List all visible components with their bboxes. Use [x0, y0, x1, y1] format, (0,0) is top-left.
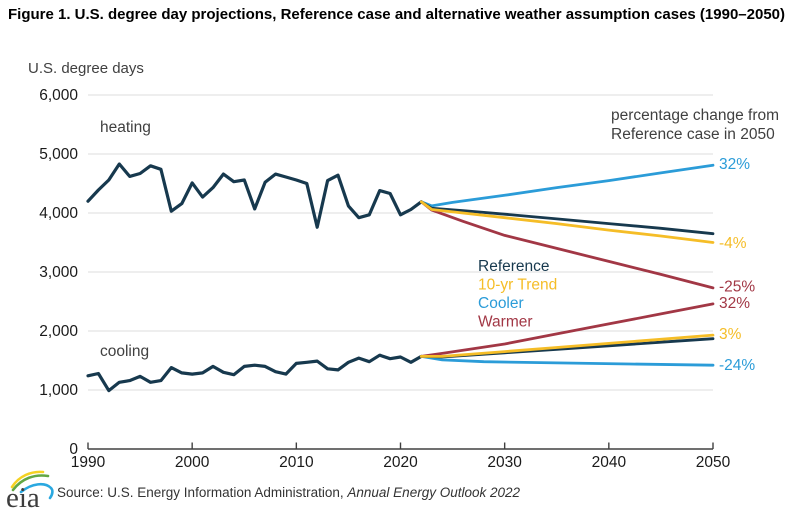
- heating-history-line: [86, 162, 423, 229]
- pct-change-note-line1: percentage change from: [611, 107, 779, 124]
- figure-title: Figure 1. U.S. degree day projections, R…: [8, 6, 786, 23]
- eia-logo: eia: [6, 470, 54, 514]
- pct-label-heating-10yr-trend: -4%: [719, 235, 747, 252]
- source-line: Source: U.S. Energy Information Administ…: [57, 485, 520, 500]
- y-axis-tick-label: 1,000: [39, 382, 78, 399]
- pct-label-cooling-10yr-trend: 3%: [719, 326, 742, 343]
- cooling-label: cooling: [100, 343, 149, 360]
- eia-logo-text: eia: [6, 482, 40, 514]
- y-axis-tick-label: 0: [69, 441, 78, 458]
- y-axis-tick-label: 6,000: [39, 87, 78, 104]
- y-axis-tick-label: 3,000: [39, 264, 78, 281]
- pct-label-heating-warmer: -25%: [719, 279, 755, 296]
- eia-logo-yellow-arc: [10, 470, 45, 489]
- pct-label-cooling-warmer: 32%: [719, 295, 750, 312]
- x-axis-tick-label: 2050: [696, 454, 731, 471]
- legend-item-warmer: Warmer: [478, 314, 533, 331]
- source-publication: Annual Energy Outlook 2022: [347, 485, 521, 500]
- cooling-10yr-trend-line: [419, 333, 715, 358]
- y-axis-tick-label: 4,000: [39, 205, 78, 222]
- x-axis-tick-label: 2040: [592, 454, 627, 471]
- legend-item-10-yr-trend: 10-yr Trend: [478, 277, 557, 294]
- x-axis-tick-label: 2030: [487, 454, 522, 471]
- pct-label-heating-cooler: 32%: [719, 156, 750, 173]
- cooling-history-line: [86, 353, 423, 393]
- x-axis-tick-label: 1990: [71, 454, 106, 471]
- cooling-cooler-line: [419, 354, 715, 367]
- x-axis-tick-label: 2000: [175, 454, 210, 471]
- heating-warmer-line: [419, 200, 715, 290]
- legend-item-reference: Reference: [478, 258, 550, 275]
- y-axis-tick-label: 2,000: [39, 323, 78, 340]
- x-axis-tick-label: 2020: [383, 454, 418, 471]
- pct-change-note-line2: Reference case in 2050: [611, 126, 775, 143]
- source-prefix: Source: U.S. Energy Information Administ…: [57, 485, 348, 500]
- pct-label-cooling-cooler: -24%: [719, 357, 755, 374]
- eia-logo-blue-arc: [19, 482, 54, 500]
- legend-item-cooler: Cooler: [478, 295, 524, 312]
- y-axis-unit-label: U.S. degree days: [28, 60, 144, 77]
- cooling-warmer-line: [419, 302, 715, 358]
- heating-reference-line: [419, 200, 715, 236]
- heating-10yr-trend-line: [419, 200, 715, 244]
- heating-cooler-line: [419, 163, 715, 208]
- heating-label: heating: [100, 119, 151, 136]
- y-axis-tick-label: 5,000: [39, 146, 78, 163]
- x-axis-tick-label: 2010: [279, 454, 314, 471]
- eia-logo-green-arc: [11, 474, 50, 492]
